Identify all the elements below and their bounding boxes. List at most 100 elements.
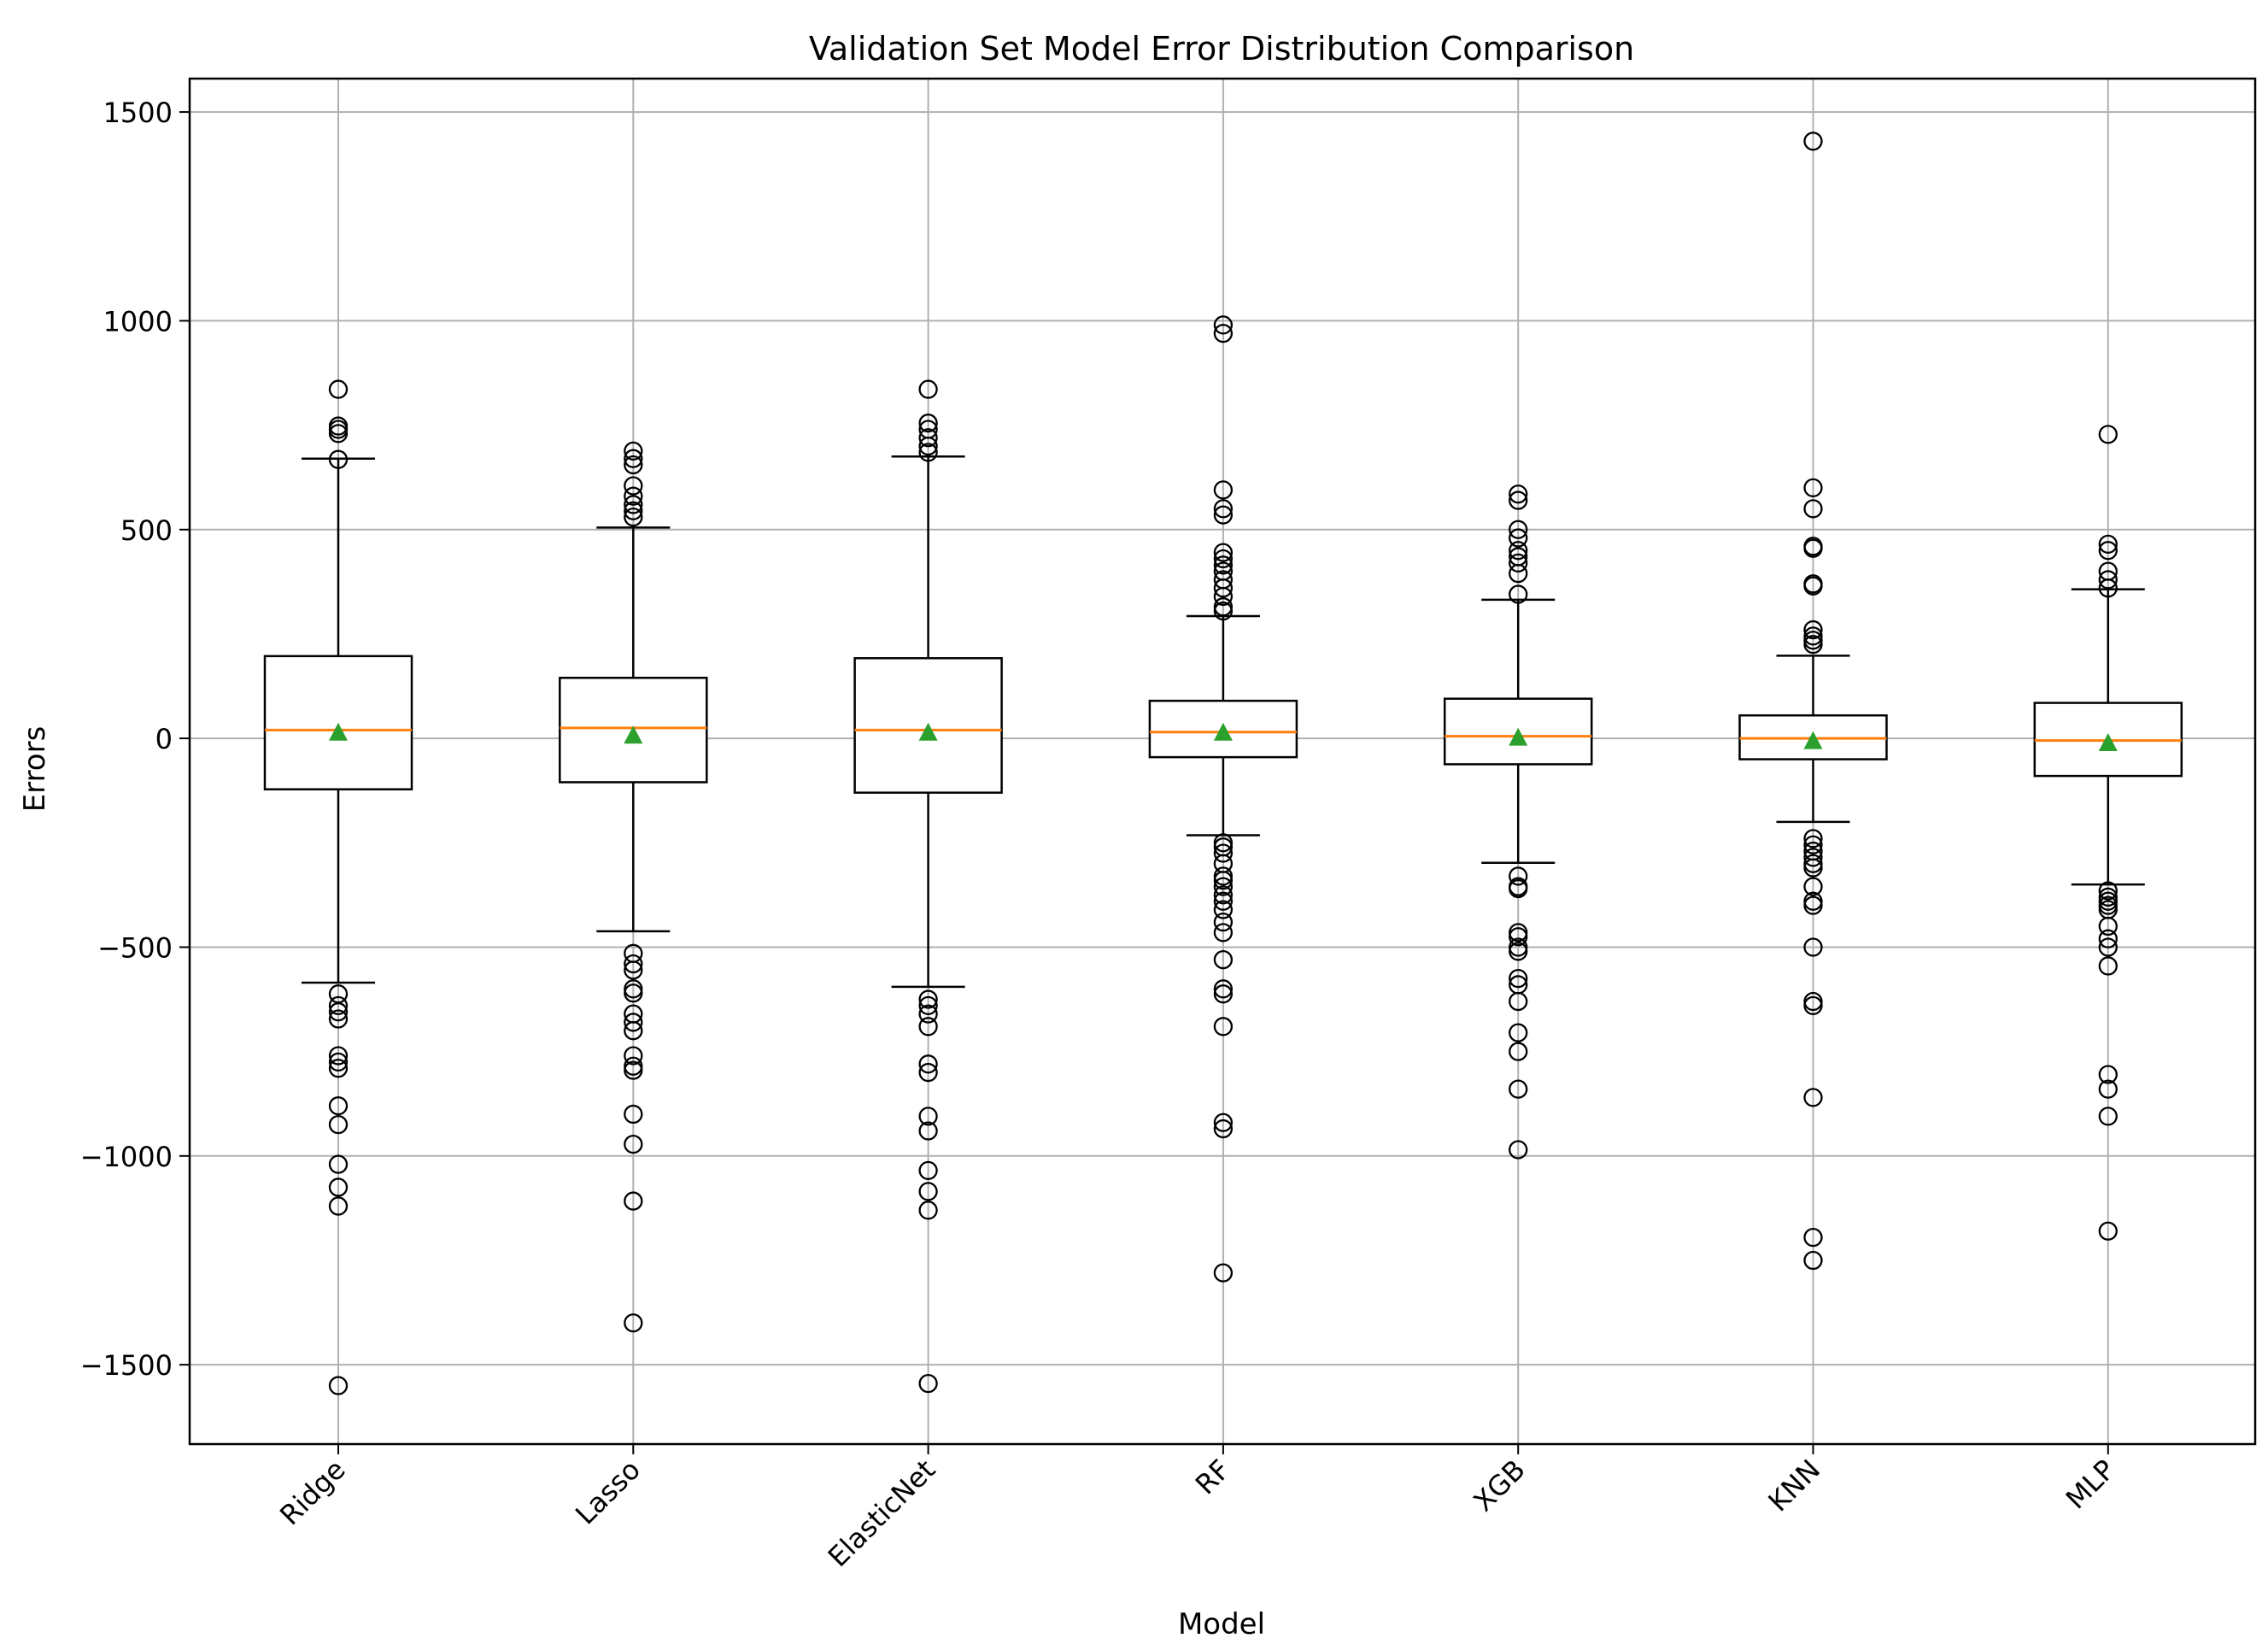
outlier-point bbox=[918, 1054, 938, 1074]
outlier-point bbox=[2098, 425, 2118, 444]
outlier-point bbox=[1213, 597, 1234, 617]
outlier-point bbox=[328, 449, 349, 469]
outlier-point bbox=[1803, 1088, 1823, 1107]
outlier-point bbox=[624, 1013, 643, 1032]
outlier-point bbox=[2098, 956, 2118, 976]
outlier-point bbox=[328, 1196, 349, 1216]
outlier-point bbox=[624, 1313, 643, 1333]
y-tick-label: −1000 bbox=[80, 1141, 173, 1173]
outlier-point bbox=[624, 449, 643, 468]
outlier-point bbox=[1509, 528, 1528, 548]
outlier-point bbox=[1509, 878, 1528, 899]
outlier-point bbox=[918, 379, 938, 399]
y-tick-label: −500 bbox=[97, 931, 173, 964]
outlier-point bbox=[918, 1160, 938, 1181]
outlier-point bbox=[328, 1177, 349, 1197]
outlier-point bbox=[1803, 995, 1823, 1016]
outlier-point bbox=[624, 495, 643, 514]
outlier-point bbox=[1213, 549, 1234, 569]
outlier-point bbox=[328, 379, 349, 399]
outlier-point bbox=[1803, 835, 1823, 854]
outlier-point bbox=[1509, 1140, 1528, 1160]
outlier-point bbox=[1803, 829, 1823, 848]
outlier-point bbox=[1509, 490, 1528, 510]
outlier-point bbox=[2098, 929, 2118, 948]
outlier-point bbox=[328, 995, 349, 1016]
outlier-point bbox=[1213, 979, 1234, 999]
outlier-point bbox=[1213, 885, 1234, 905]
outlier-point bbox=[1803, 848, 1823, 867]
outlier-point bbox=[624, 1104, 643, 1124]
outlier-point bbox=[1213, 1119, 1234, 1139]
outlier-point bbox=[1213, 499, 1234, 519]
outlier-point bbox=[918, 995, 938, 1016]
outlier-point bbox=[328, 1009, 349, 1029]
outlier-point bbox=[624, 1134, 643, 1154]
mean-marker bbox=[329, 722, 348, 741]
outlier-point bbox=[1509, 927, 1528, 947]
outlier-point bbox=[2098, 561, 2118, 581]
outlier-point bbox=[1803, 574, 1823, 594]
outlier-point bbox=[624, 984, 643, 1003]
outlier-point bbox=[1803, 1250, 1823, 1271]
outlier-point bbox=[918, 989, 938, 1009]
outlier-point bbox=[1213, 561, 1234, 581]
outlier-point bbox=[624, 1060, 643, 1080]
outlier-point bbox=[328, 1059, 349, 1078]
outlier-point bbox=[328, 1154, 349, 1174]
outlier-point bbox=[624, 501, 643, 520]
outlier-point bbox=[328, 416, 349, 436]
outlier-point bbox=[328, 1376, 349, 1395]
outlier-point bbox=[1213, 323, 1234, 344]
outlier-point bbox=[1213, 1263, 1234, 1283]
outlier-point bbox=[1509, 1023, 1528, 1042]
outlier-point bbox=[1213, 315, 1234, 335]
outlier-point bbox=[1213, 570, 1234, 590]
outlier-point bbox=[1803, 478, 1823, 498]
outlier-point bbox=[1509, 484, 1528, 504]
outlier-point bbox=[1803, 858, 1823, 878]
outlier-point bbox=[918, 1107, 938, 1126]
outlier-point bbox=[1509, 553, 1528, 573]
outlier-point bbox=[918, 428, 938, 448]
outlier-point bbox=[2098, 1065, 2118, 1084]
means bbox=[329, 722, 2118, 752]
y-tick-label: 1500 bbox=[103, 97, 173, 129]
outlier-point bbox=[918, 1121, 938, 1141]
outlier-point bbox=[1509, 520, 1528, 539]
outlier-point bbox=[624, 960, 643, 980]
outlier-point bbox=[1803, 499, 1823, 519]
outlier-point bbox=[624, 455, 643, 475]
outlier-point bbox=[1213, 871, 1234, 890]
outlier-point bbox=[918, 1004, 938, 1024]
outlier-point bbox=[918, 1373, 938, 1394]
outlier-point bbox=[1803, 537, 1823, 556]
outlier-point bbox=[2098, 1107, 2118, 1126]
outlier-point bbox=[624, 1021, 643, 1041]
outlier-point bbox=[1509, 1042, 1528, 1061]
outlier-point bbox=[1213, 891, 1234, 911]
outlier-point bbox=[918, 1017, 938, 1036]
outlier-point bbox=[1213, 984, 1234, 1004]
outlier-point bbox=[1213, 543, 1234, 562]
mean-marker bbox=[2098, 733, 2118, 752]
outliers bbox=[328, 132, 2118, 1395]
outlier-point bbox=[2098, 916, 2118, 937]
outlier-point bbox=[1213, 877, 1234, 896]
chart-title: Validation Set Model Error Distribution … bbox=[809, 30, 1634, 68]
mean-marker bbox=[1803, 731, 1823, 749]
outlier-point bbox=[918, 414, 938, 433]
outlier-point bbox=[1509, 584, 1528, 604]
y-tick-label: 500 bbox=[120, 514, 173, 547]
outlier-point bbox=[1509, 866, 1528, 886]
y-axis-label: Errors bbox=[18, 726, 52, 813]
outlier-point bbox=[1509, 1079, 1528, 1099]
outlier-point bbox=[1213, 949, 1234, 970]
outlier-point bbox=[918, 1062, 938, 1083]
outlier-point bbox=[328, 1115, 349, 1135]
outlier-point bbox=[2098, 937, 2118, 957]
outlier-point bbox=[1803, 937, 1823, 957]
outlier-point bbox=[1509, 991, 1528, 1012]
